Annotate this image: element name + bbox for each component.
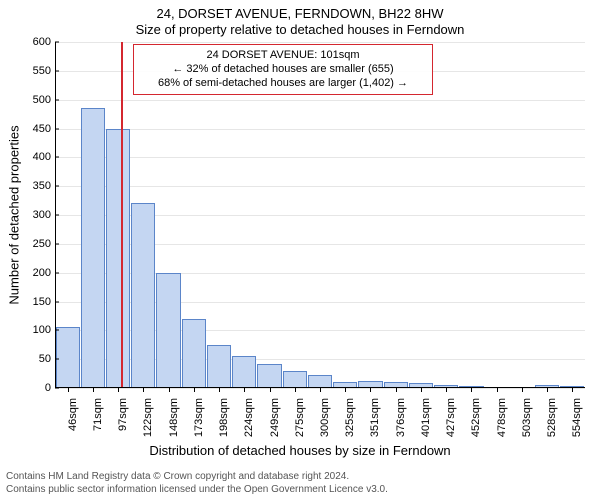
x-tick-mark	[244, 388, 245, 392]
y-axis-label: Number of detached properties	[7, 125, 22, 304]
x-tick-mark	[345, 388, 346, 392]
y-tick-label: 150	[21, 296, 51, 308]
x-tick-label: 300sqm	[319, 398, 331, 437]
footer-attribution: Contains HM Land Registry data © Crown c…	[6, 471, 388, 496]
annotation-line2: ← 32% of detached houses are smaller (65…	[142, 63, 424, 77]
x-tick-mark	[572, 388, 573, 392]
y-tick-mark	[55, 70, 59, 71]
x-tick-mark	[118, 388, 119, 392]
y-tick-label: 500	[21, 94, 51, 106]
y-tick-label: 550	[21, 65, 51, 77]
x-tick-label: 528sqm	[546, 398, 558, 437]
x-tick-label: 452sqm	[470, 398, 482, 437]
gridline	[55, 186, 585, 187]
annotation-box: 24 DORSET AVENUE: 101sqm ← 32% of detach…	[133, 44, 433, 95]
y-tick-label: 300	[21, 209, 51, 221]
y-tick-label: 0	[21, 382, 51, 394]
y-tick-label: 450	[21, 123, 51, 135]
footer-line1: Contains HM Land Registry data © Crown c…	[6, 471, 388, 484]
x-tick-label: 122sqm	[142, 398, 154, 437]
x-tick-mark	[295, 388, 296, 392]
x-tick-label: 46sqm	[67, 398, 79, 431]
x-tick-mark	[396, 388, 397, 392]
x-tick-label: 71sqm	[92, 398, 104, 431]
x-tick-mark	[471, 388, 472, 392]
histogram-bar	[131, 203, 155, 388]
y-tick-mark	[55, 243, 59, 244]
gridline	[55, 129, 585, 130]
histogram-bar	[283, 371, 307, 388]
x-tick-mark	[219, 388, 220, 392]
annotation-line1: 24 DORSET AVENUE: 101sqm	[142, 49, 424, 63]
x-tick-label: 325sqm	[344, 398, 356, 437]
histogram-bar	[156, 273, 180, 388]
y-tick-mark	[55, 186, 59, 187]
x-tick-label: 478sqm	[496, 398, 508, 437]
footer-line2: Contains public sector information licen…	[6, 484, 388, 497]
y-tick-mark	[55, 359, 59, 360]
histogram-bar	[182, 319, 206, 388]
histogram-bar	[257, 364, 281, 388]
x-tick-label: 401sqm	[420, 398, 432, 437]
y-tick-label: 250	[21, 238, 51, 250]
y-tick-mark	[55, 301, 59, 302]
y-tick-mark	[55, 215, 59, 216]
x-tick-label: 503sqm	[521, 398, 533, 437]
x-axis-ticks: 46sqm 71sqm 97sqm 122sqm 148sqm 173sqm 198sqm 2…	[55, 388, 585, 443]
y-tick-label: 600	[21, 36, 51, 48]
y-tick-label: 350	[21, 180, 51, 192]
y-tick-mark	[55, 42, 59, 43]
x-tick-label: 97sqm	[117, 398, 129, 431]
x-tick-label: 148sqm	[168, 398, 180, 437]
x-tick-label: 554sqm	[571, 398, 583, 437]
gridline	[55, 42, 585, 43]
x-tick-label: 275sqm	[294, 398, 306, 437]
x-tick-mark	[547, 388, 548, 392]
x-tick-mark	[320, 388, 321, 392]
gridline	[55, 157, 585, 158]
histogram-bar	[56, 327, 80, 388]
x-tick-mark	[421, 388, 422, 392]
y-tick-mark	[55, 272, 59, 273]
gridline	[55, 100, 585, 101]
x-tick-label: 224sqm	[243, 398, 255, 437]
x-tick-mark	[522, 388, 523, 392]
x-tick-mark	[497, 388, 498, 392]
histogram-bar	[106, 129, 130, 389]
x-axis-label: Distribution of detached houses by size …	[0, 443, 600, 458]
y-tick-label: 200	[21, 267, 51, 279]
x-tick-mark	[169, 388, 170, 392]
x-tick-label: 198sqm	[218, 398, 230, 437]
reference-line	[121, 42, 123, 388]
x-tick-label: 427sqm	[445, 398, 457, 437]
x-tick-mark	[68, 388, 69, 392]
histogram-bar	[81, 108, 105, 388]
x-tick-mark	[370, 388, 371, 392]
y-tick-label: 400	[21, 151, 51, 163]
x-tick-mark	[270, 388, 271, 392]
y-tick-mark	[55, 330, 59, 331]
y-axis-ticks: 050100150200250300350400450500550600	[21, 42, 55, 388]
annotation-line3: 68% of semi-detached houses are larger (…	[142, 77, 424, 91]
chart-title-line2: Size of property relative to detached ho…	[0, 22, 600, 38]
y-tick-mark	[55, 99, 59, 100]
x-tick-label: 249sqm	[269, 398, 281, 437]
x-tick-label: 173sqm	[193, 398, 205, 437]
plot-area: 24 DORSET AVENUE: 101sqm ← 32% of detach…	[55, 42, 585, 388]
x-tick-mark	[93, 388, 94, 392]
y-tick-label: 50	[21, 353, 51, 365]
x-tick-mark	[446, 388, 447, 392]
chart-container: { "title_line1": "24, DORSET AVENUE, FER…	[0, 0, 600, 500]
histogram-bar	[232, 356, 256, 388]
histogram-bar	[207, 345, 231, 388]
x-tick-mark	[143, 388, 144, 392]
y-tick-mark	[55, 128, 59, 129]
x-tick-label: 351sqm	[369, 398, 381, 437]
y-tick-label: 100	[21, 324, 51, 336]
y-tick-mark	[55, 157, 59, 158]
x-tick-mark	[194, 388, 195, 392]
x-tick-label: 376sqm	[395, 398, 407, 437]
chart-title-line1: 24, DORSET AVENUE, FERNDOWN, BH22 8HW	[0, 6, 600, 22]
